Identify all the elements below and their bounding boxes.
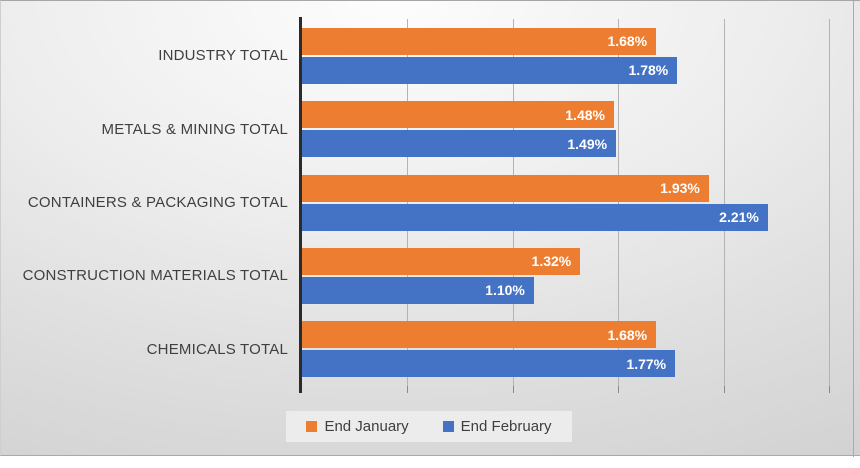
axis-tick xyxy=(512,386,514,393)
axis-tick xyxy=(829,386,830,393)
bar-group: 1.68% 1.77% xyxy=(302,313,829,386)
category-label: CHEMICALS TOTAL xyxy=(146,340,288,358)
category-row: CONSTRUCTION MATERIALS TOTAL 1.32% 1.10% xyxy=(1,239,829,312)
bar-end-january: 1.32% xyxy=(302,247,581,275)
legend-item-end-january: End January xyxy=(306,418,409,435)
plot-rows: INDUSTRY TOTAL 1.68% 1.78% METALS & MINING … xyxy=(1,19,829,386)
bar-end-february: 2.21% xyxy=(302,203,768,231)
legend-swatch-orange xyxy=(306,421,318,432)
bar-group: 1.32% 1.10% xyxy=(302,239,829,312)
legend: End January End February xyxy=(286,411,572,442)
category-row: CONTAINERS & PACKAGING TOTAL 1.93% 2.21% xyxy=(1,166,829,239)
bar-end-january: 1.93% xyxy=(302,174,709,202)
bar-value-label: 1.68% xyxy=(607,33,648,50)
bar-value-label: 2.21% xyxy=(719,209,759,226)
chart-right-border xyxy=(853,1,854,457)
bar-end-february: 1.49% xyxy=(302,130,617,158)
bar-group: 1.68% 1.78% xyxy=(302,19,829,92)
bar-end-february: 1.78% xyxy=(302,56,678,84)
category-row: INDUSTRY TOTAL 1.68% 1.78% xyxy=(1,19,829,92)
gridline xyxy=(723,19,725,386)
category-label: INDUSTRY TOTAL xyxy=(158,47,288,65)
legend-item-end-february: End February xyxy=(442,418,552,435)
category-label: CONSTRUCTION MATERIALS TOTAL xyxy=(22,267,288,285)
bar-value-label: 1.68% xyxy=(607,326,648,343)
bar-group: 1.48% 1.49% xyxy=(302,92,829,165)
bar-group: 1.93% 2.21% xyxy=(302,166,829,239)
bar-value-label: 1.77% xyxy=(626,355,667,372)
chart-area: INDUSTRY TOTAL 1.68% 1.78% METALS & MINING … xyxy=(0,0,860,457)
bar-value-label: 1.93% xyxy=(660,180,700,197)
bar-value-label: 1.48% xyxy=(565,106,605,123)
axis-tick xyxy=(618,386,620,393)
axis-tick xyxy=(407,386,409,393)
category-axis-line xyxy=(299,17,302,393)
legend-label: End February xyxy=(460,418,552,435)
gridline xyxy=(407,19,409,386)
category-row: CHEMICALS TOTAL 1.68% 1.77% xyxy=(1,313,829,386)
category-row: METALS & MINING TOTAL 1.48% 1.49% xyxy=(1,92,829,165)
bar-value-label: 1.49% xyxy=(567,135,608,152)
bar-end-january: 1.48% xyxy=(302,101,614,129)
bar-value-label: 1.78% xyxy=(628,62,669,79)
gridline xyxy=(618,19,620,386)
bar-end-january: 1.68% xyxy=(302,27,657,55)
gridline xyxy=(512,19,514,386)
plot-area xyxy=(302,19,830,393)
axis-tick xyxy=(723,386,725,393)
legend-label: End January xyxy=(324,418,409,435)
category-label: CONTAINERS & PACKAGING TOTAL xyxy=(27,194,288,212)
category-label: METALS & MINING TOTAL xyxy=(101,120,288,138)
bar-end-february: 1.77% xyxy=(302,350,676,378)
gridline xyxy=(829,19,830,386)
bar-end-january: 1.68% xyxy=(302,321,657,349)
legend-swatch-blue xyxy=(442,421,454,432)
bar-value-label: 1.10% xyxy=(485,282,525,299)
bar-end-february: 1.10% xyxy=(302,276,534,304)
bar-value-label: 1.32% xyxy=(531,253,572,270)
